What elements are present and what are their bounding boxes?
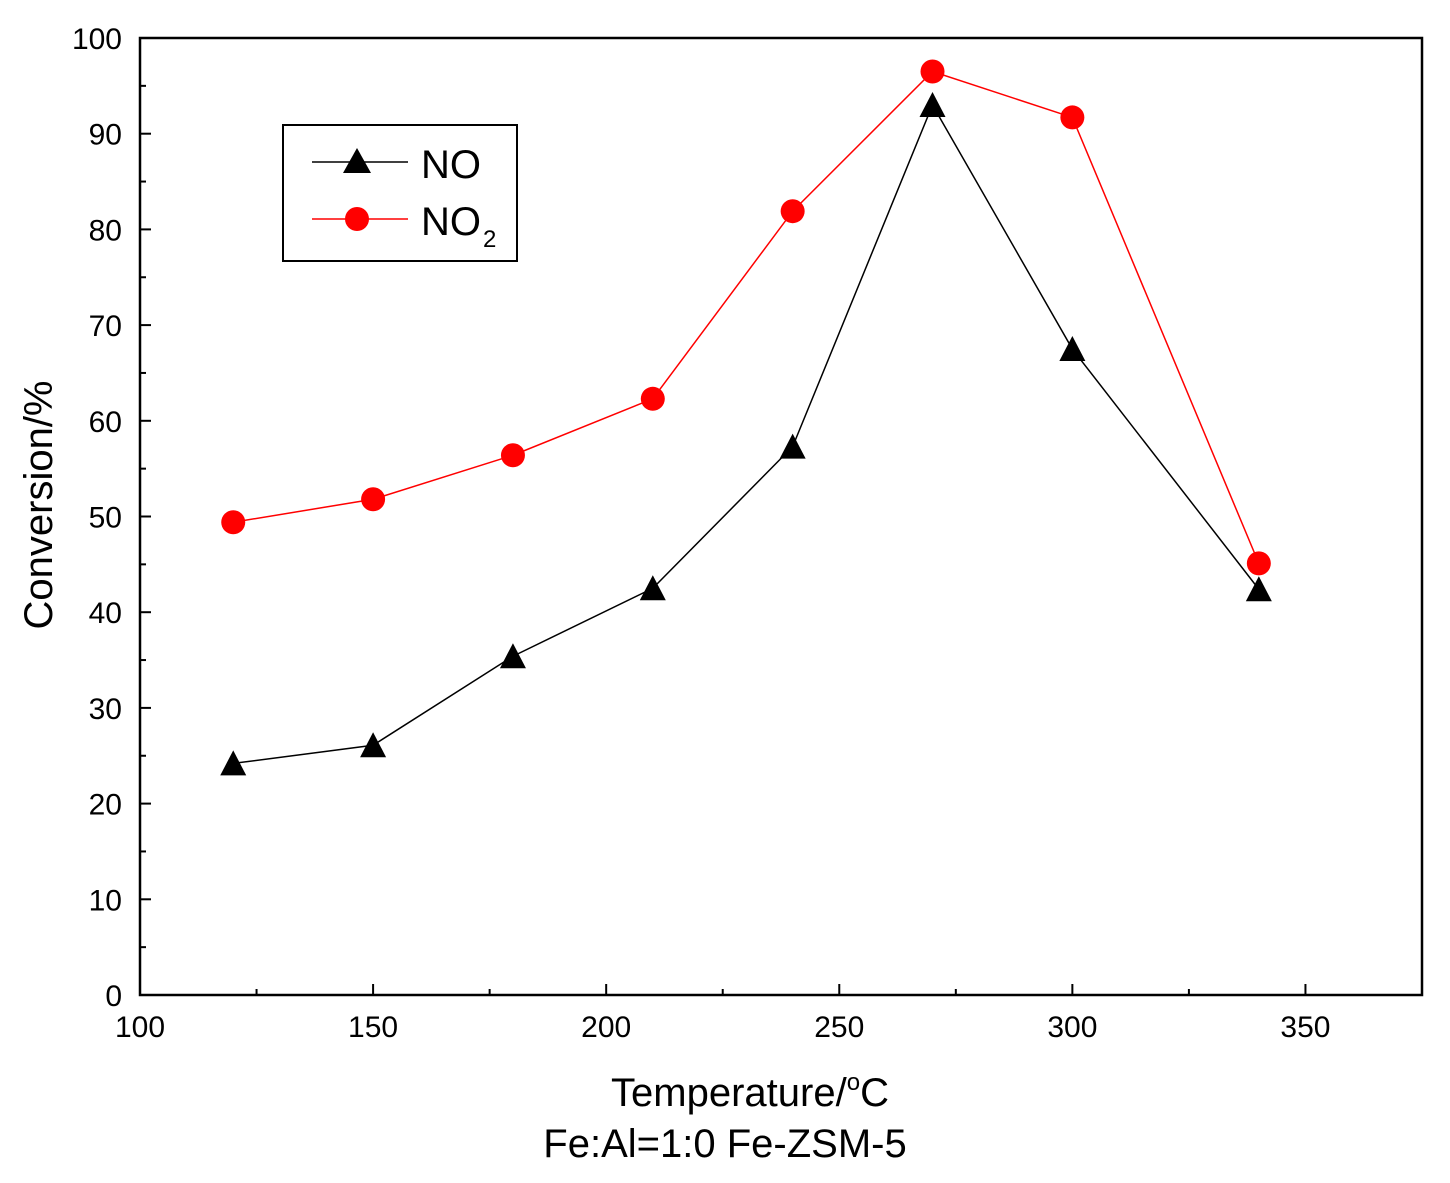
chart-caption: Fe:Al=1:0 Fe-ZSM-5 (543, 1122, 907, 1166)
y-tick-label: 40 (89, 597, 122, 630)
series-no (220, 91, 1272, 776)
series-no2 (221, 59, 1271, 576)
series-line-no2 (233, 70, 1260, 564)
x-axis-title-unit: C (860, 1071, 889, 1115)
legend-entry-no: NO (312, 143, 481, 187)
data-point-no2 (221, 510, 246, 535)
y-tick-label: 80 (89, 214, 122, 247)
legend-marker-no (343, 148, 371, 173)
data-point-no2 (640, 386, 665, 411)
data-point-no2 (1060, 105, 1085, 130)
y-tick-label: 100 (72, 23, 122, 56)
data-point-no2 (500, 443, 525, 468)
y-tick-label: 70 (89, 310, 122, 343)
data-point-no2 (920, 59, 945, 84)
y-tick-label: 50 (89, 502, 122, 535)
data-point-no2 (1246, 551, 1271, 576)
legend-marker-no2 (345, 207, 369, 231)
data-point-no (499, 643, 526, 669)
series-line-no (233, 103, 1260, 765)
x-axis-title-degree: o (847, 1069, 860, 1096)
x-axis-title-text: Temperature/ (611, 1071, 848, 1115)
y-tick-label: 90 (89, 119, 122, 152)
data-point-no (919, 91, 946, 117)
data-point-no2 (780, 199, 805, 224)
y-axis-title: Conversion/% (17, 380, 61, 629)
data-point-no (360, 732, 387, 758)
axis-tick-labels: 100 150 200 250 300 350 0 10 20 30 40 50 60 70 80 90 100 (72, 23, 1331, 1044)
data-point-no (639, 575, 666, 601)
x-tick-label: 200 (581, 1011, 631, 1044)
y-tick-label: 60 (89, 406, 122, 439)
y-tick-label: 10 (89, 884, 122, 917)
legend: NO NO2 (282, 124, 518, 262)
x-tick-label: 100 (115, 1011, 165, 1044)
legend-box (282, 124, 518, 262)
data-point-no (779, 433, 806, 459)
x-axis-title: Temperature/oC (611, 1069, 889, 1115)
data-point-no (1059, 336, 1086, 362)
x-tick-label: 250 (814, 1011, 864, 1044)
legend-label-no2-text: NO (421, 200, 481, 244)
y-tick-label: 0 (105, 980, 122, 1013)
data-point-no (1245, 576, 1272, 602)
legend-label-no2-sub: 2 (483, 226, 496, 253)
x-tick-label: 350 (1280, 1011, 1330, 1044)
y-tick-label: 30 (89, 693, 122, 726)
x-tick-label: 150 (348, 1011, 398, 1044)
data-point-no2 (361, 487, 386, 512)
data-point-no (220, 750, 247, 776)
y-tick-label: 20 (89, 789, 122, 822)
x-tick-label: 300 (1047, 1011, 1097, 1044)
legend-label-no: NO (421, 143, 481, 187)
legend-entry-no2: NO2 (312, 200, 496, 253)
axis-ticks (139, 37, 1307, 996)
legend-label-no2: NO2 (421, 200, 496, 253)
series-layer (220, 59, 1272, 776)
